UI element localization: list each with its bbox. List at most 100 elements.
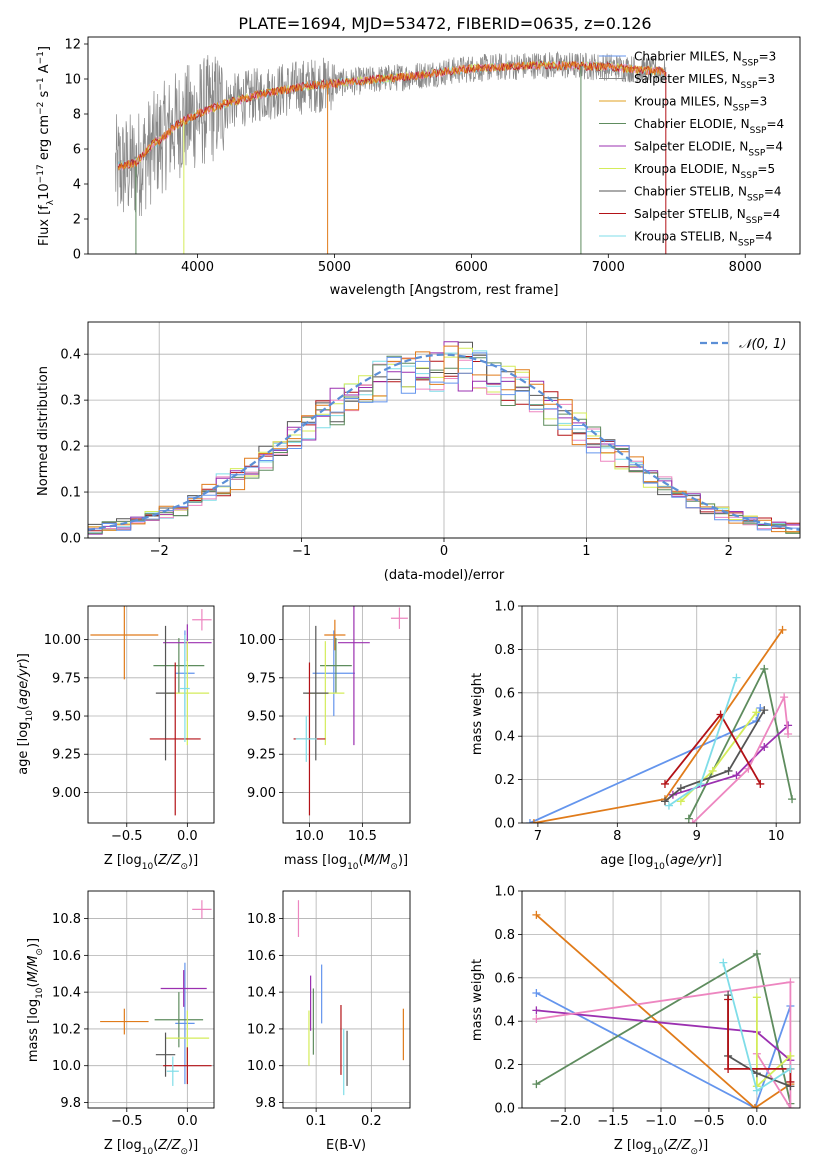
mass-weight-marker [752,1086,761,1095]
errorbar-point [163,1047,212,1085]
panel-spectrum: 4000 5000 6000 7000 8000 0 2 4 6 8 10 12 wavelength … [36,36,801,298]
label-part: Kroupa STELIB, N [634,230,738,244]
mass-weight-line [727,999,792,1082]
mass-weight-marker [760,664,769,673]
label-part: SSP [742,59,759,69]
x-tick-label: 5000 [318,260,351,275]
mass-weight-marker [786,978,795,987]
y-tick-label: 0.8 [494,643,515,658]
label-part: −2 [36,102,46,115]
plot-area-age_vs_mass [293,606,408,816]
axes-frame [282,605,411,824]
x-tick-label: −0.5 [693,1114,725,1129]
label-part: =3 [757,72,775,86]
y-tick-label: 6 [73,143,81,158]
y-tick-label: 10 [64,73,81,88]
label-part: mass [log [284,853,347,868]
mass-weight-line [535,914,791,1108]
y-tick-label: 0.4 [60,348,81,363]
x-tick-label: −1.5 [597,1114,629,1129]
label-part: ⊙ [390,862,398,872]
panel-mass_vs_Z: −0.5 0.09.810.010.210.410.610.8Z [log10(Z… [26,890,215,1157]
x-tick-label: 7000 [592,260,625,275]
label-part: Salpeter MILES, N [634,72,741,86]
label-part: SSP [741,81,758,91]
x-axis-label: wavelength [Angstrom, rest frame] [330,283,559,298]
label-part: −1 [36,51,46,64]
errorbar-point [324,619,346,651]
plot-area-mass_vs_Z [100,900,212,1086]
label-part: ⊙ [180,862,188,872]
mass-weight-marker [529,819,538,823]
mass-weight-marker [752,949,761,958]
label-part: Z/Z [157,853,181,868]
y-tick-label: 10.2 [247,1022,276,1037]
legend-label: Salpeter STELIB, NSSP=4 [634,207,780,226]
label-part: ( [26,982,41,987]
x-tick-label: 9 [693,829,701,844]
y-tick-label: 0.6 [494,971,515,986]
mass-weight-marker [724,1064,733,1073]
mass-weight-line [664,709,766,802]
errorbar-point [338,606,370,746]
label-part: −17 [36,164,46,183]
y-axis-label: mass weight [470,959,485,1041]
label-part: Z [log [614,1138,652,1153]
label-part: ( [665,853,670,868]
x-tick-label: 8000 [729,260,762,275]
mass-weight-marker [660,797,669,806]
legend-label: 𝒩(0, 1) [739,337,786,352]
x-axis-label: mass [log10(M/M⊙)] [284,853,408,872]
x-axis-label: Z [log10(Z/Z⊙)] [104,1138,198,1157]
y-tick-label: 9.8 [255,1096,276,1111]
label-part: ] [37,46,52,51]
y-tick-label: 0.1 [60,486,81,501]
mass-weight-marker [760,706,769,715]
legend-label: Kroupa MILES, NSSP=3 [634,95,767,114]
legend-label: Chabrier MILES, NSSP=3 [634,50,776,69]
y-tick-label: 9.75 [52,671,81,686]
y-tick-label: 9.25 [52,748,81,763]
x-axis-label: age [log10(age/yr)] [600,853,722,872]
label-part: Z/Z [157,1138,181,1153]
axes-frame [87,605,215,824]
label-part: M/M [26,956,41,983]
x-tick-label: 0.2 [361,1114,382,1129]
label-part: )] [188,1138,198,1153]
label-part: ⊙ [35,948,45,956]
label-part: ( [153,1138,158,1153]
label-part: Salpeter STELIB, N [634,207,746,221]
label-part: ( [663,1138,668,1153]
y-tick-label: 0.0 [60,532,81,547]
mass-weight-marker [660,779,669,788]
y-tick-label: 0.4 [494,730,515,745]
errorbar-point [90,606,159,680]
mass-weight-marker [708,766,717,775]
label-part: ( [16,705,31,710]
y-tick-label: 9.25 [247,748,276,763]
mass-weight-marker [778,625,787,634]
mass-weight-marker [752,993,761,1002]
x-tick-label: 7 [534,829,542,844]
y-tick-label: 10.6 [247,949,276,964]
y-axis-label: mass weight [470,673,485,755]
y-axis-label: Flux [fλ10−17 erg cm−2 s−1 A−1] [36,46,56,246]
y-tick-label: 9.75 [247,671,276,686]
label-part: mass [log [26,999,41,1062]
axes-frame [521,605,801,824]
y-tick-label: 0.2 [60,440,81,455]
label-part: =4 [755,230,773,244]
mass-weight-marker [752,708,761,717]
errorbar-point [166,1056,179,1086]
label-part: Flux [f [37,205,52,246]
mass-weight-marker [684,814,693,823]
mass-weight-marker [532,1080,541,1089]
label-part: 10 [652,1147,664,1157]
y-tick-label: 8 [73,108,81,123]
mass-weight-marker [532,1006,541,1015]
mass-weight-marker [732,771,741,780]
